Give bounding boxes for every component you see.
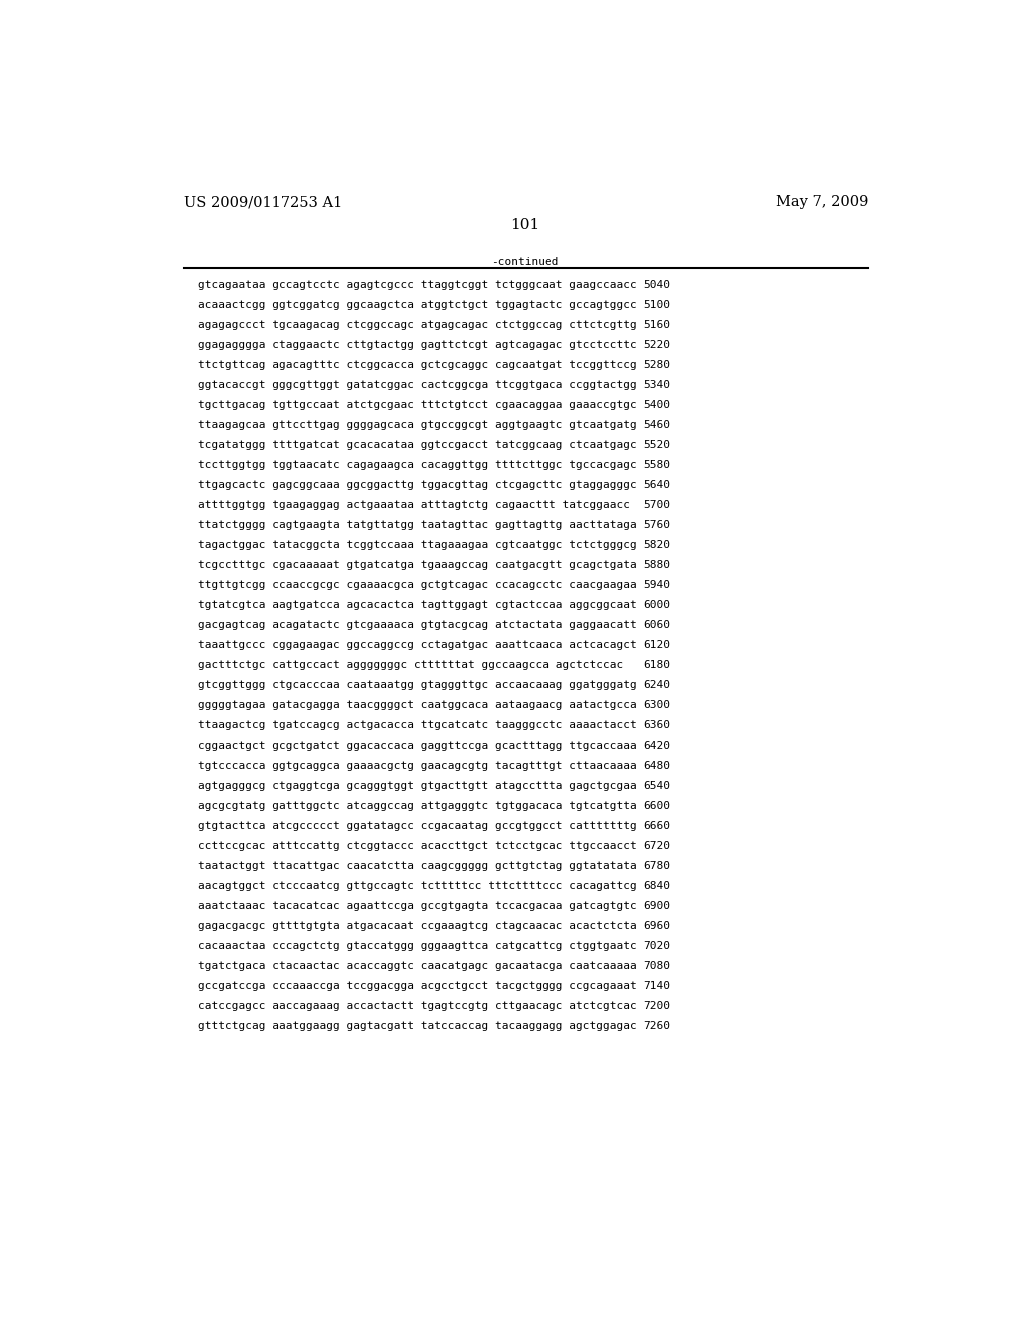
Text: catccgagcc aaccagaaag accactactt tgagtccgtg cttgaacagc atctcgtcac: catccgagcc aaccagaaag accactactt tgagtcc… — [198, 1001, 637, 1011]
Text: cacaaactaa cccagctctg gtaccatggg gggaagttca catgcattcg ctggtgaatc: cacaaactaa cccagctctg gtaccatggg gggaagt… — [198, 941, 637, 950]
Text: 6120: 6120 — [643, 640, 671, 651]
Text: tgatctgaca ctacaactac acaccaggtc caacatgagc gacaatacga caatcaaaaa: tgatctgaca ctacaactac acaccaggtc caacatg… — [198, 961, 637, 970]
Text: ggtacaccgt gggcgttggt gatatcggac cactcggcga ttcggtgaca ccggtactgg: ggtacaccgt gggcgttggt gatatcggac cactcgg… — [198, 380, 637, 391]
Text: 6300: 6300 — [643, 701, 671, 710]
Text: 6420: 6420 — [643, 741, 671, 751]
Text: 7080: 7080 — [643, 961, 671, 970]
Text: 5340: 5340 — [643, 380, 671, 391]
Text: gtcagaataa gccagtcctc agagtcgccc ttaggtcggt tctgggcaat gaagccaacc: gtcagaataa gccagtcctc agagtcgccc ttaggtc… — [198, 280, 637, 290]
Text: gtttctgcag aaatggaagg gagtacgatt tatccaccag tacaaggagg agctggagac: gtttctgcag aaatggaagg gagtacgatt tatccac… — [198, 1020, 637, 1031]
Text: tgtcccacca ggtgcaggca gaaaacgctg gaacagcgtg tacagtttgt cttaacaaaa: tgtcccacca ggtgcaggca gaaaacgctg gaacagc… — [198, 760, 637, 771]
Text: gggggtagaa gatacgagga taacggggct caatggcaca aataagaacg aatactgcca: gggggtagaa gatacgagga taacggggct caatggc… — [198, 701, 637, 710]
Text: 5280: 5280 — [643, 360, 671, 370]
Text: agtgagggcg ctgaggtcga gcagggtggt gtgacttgtt atagccttta gagctgcgaa: agtgagggcg ctgaggtcga gcagggtggt gtgactt… — [198, 780, 637, 791]
Text: acaaactcgg ggtcggatcg ggcaagctca atggtctgct tggagtactc gccagtggcc: acaaactcgg ggtcggatcg ggcaagctca atggtct… — [198, 300, 637, 310]
Text: 5160: 5160 — [643, 321, 671, 330]
Text: gtcggttggg ctgcacccaa caataaatgg gtagggttgc accaacaaag ggatgggatg: gtcggttggg ctgcacccaa caataaatgg gtagggt… — [198, 681, 637, 690]
Text: gactttctgc cattgccact agggggggc cttttttat ggccaagcca agctctccac: gactttctgc cattgccact agggggggc ctttttta… — [198, 660, 623, 671]
Text: 5580: 5580 — [643, 461, 671, 470]
Text: 6360: 6360 — [643, 721, 671, 730]
Text: May 7, 2009: May 7, 2009 — [776, 195, 868, 210]
Text: gacgagtcag acagatactc gtcgaaaaca gtgtacgcag atctactata gaggaacatt: gacgagtcag acagatactc gtcgaaaaca gtgtacg… — [198, 620, 637, 631]
Text: 6540: 6540 — [643, 780, 671, 791]
Text: 5040: 5040 — [643, 280, 671, 290]
Text: 5820: 5820 — [643, 540, 671, 550]
Text: 5520: 5520 — [643, 441, 671, 450]
Text: 5700: 5700 — [643, 500, 671, 511]
Text: 6660: 6660 — [643, 821, 671, 830]
Text: 6480: 6480 — [643, 760, 671, 771]
Text: 5760: 5760 — [643, 520, 671, 531]
Text: 6900: 6900 — [643, 900, 671, 911]
Text: 6960: 6960 — [643, 921, 671, 931]
Text: 6000: 6000 — [643, 601, 671, 610]
Text: tagactggac tatacggcta tcggtccaaa ttagaaagaa cgtcaatggc tctctgggcg: tagactggac tatacggcta tcggtccaaa ttagaaa… — [198, 540, 637, 550]
Text: 5400: 5400 — [643, 400, 671, 411]
Text: tgcttgacag tgttgccaat atctgcgaac tttctgtcct cgaacaggaa gaaaccgtgc: tgcttgacag tgttgccaat atctgcgaac tttctgt… — [198, 400, 637, 411]
Text: 6060: 6060 — [643, 620, 671, 631]
Text: tcgcctttgc cgacaaaaat gtgatcatga tgaaagccag caatgacgtt gcagctgata: tcgcctttgc cgacaaaaat gtgatcatga tgaaagc… — [198, 561, 637, 570]
Text: ccttccgcac atttccattg ctcggtaccc acaccttgct tctcctgcac ttgccaacct: ccttccgcac atttccattg ctcggtaccc acacctt… — [198, 841, 637, 850]
Text: tgtatcgtca aagtgatcca agcacactca tagttggagt cgtactccaa aggcggcaat: tgtatcgtca aagtgatcca agcacactca tagttgg… — [198, 601, 637, 610]
Text: -continued: -continued — [492, 257, 558, 267]
Text: taaattgccc cggagaagac ggccaggccg cctagatgac aaattcaaca actcacagct: taaattgccc cggagaagac ggccaggccg cctagat… — [198, 640, 637, 651]
Text: ggagagggga ctaggaactc cttgtactgg gagttctcgt agtcagagac gtcctccttc: ggagagggga ctaggaactc cttgtactgg gagttct… — [198, 341, 637, 350]
Text: 101: 101 — [510, 218, 540, 232]
Text: ttctgttcag agacagtttc ctcggcacca gctcgcaggc cagcaatgat tccggttccg: ttctgttcag agacagtttc ctcggcacca gctcgca… — [198, 360, 637, 370]
Text: agcgcgtatg gatttggctc atcaggccag attgagggtc tgtggacaca tgtcatgtta: agcgcgtatg gatttggctc atcaggccag attgagg… — [198, 800, 637, 810]
Text: attttggtgg tgaagaggag actgaaataa atttagtctg cagaacttt tatcggaacc: attttggtgg tgaagaggag actgaaataa atttagt… — [198, 500, 630, 511]
Text: aacagtggct ctcccaatcg gttgccagtc tctttttcc tttcttttccc cacagattcg: aacagtggct ctcccaatcg gttgccagtc tcttttt… — [198, 880, 637, 891]
Text: 5100: 5100 — [643, 300, 671, 310]
Text: 5880: 5880 — [643, 561, 671, 570]
Text: tccttggtgg tggtaacatc cagagaagca cacaggttgg ttttcttggc tgccacgagc: tccttggtgg tggtaacatc cagagaagca cacaggt… — [198, 461, 637, 470]
Text: cggaactgct gcgctgatct ggacaccaca gaggttccga gcactttagg ttgcaccaaa: cggaactgct gcgctgatct ggacaccaca gaggttc… — [198, 741, 637, 751]
Text: ttatctgggg cagtgaagta tatgttatgg taatagttac gagttagttg aacttataga: ttatctgggg cagtgaagta tatgttatgg taatagt… — [198, 520, 637, 531]
Text: 7200: 7200 — [643, 1001, 671, 1011]
Text: 7140: 7140 — [643, 981, 671, 991]
Text: 6780: 6780 — [643, 861, 671, 871]
Text: 6720: 6720 — [643, 841, 671, 850]
Text: 7260: 7260 — [643, 1020, 671, 1031]
Text: 5460: 5460 — [643, 420, 671, 430]
Text: 7020: 7020 — [643, 941, 671, 950]
Text: 5940: 5940 — [643, 581, 671, 590]
Text: ttaagagcaa gttccttgag ggggagcaca gtgccggcgt aggtgaagtc gtcaatgatg: ttaagagcaa gttccttgag ggggagcaca gtgccgg… — [198, 420, 637, 430]
Text: tcgatatggg ttttgatcat gcacacataa ggtccgacct tatcggcaag ctcaatgagc: tcgatatggg ttttgatcat gcacacataa ggtccga… — [198, 441, 637, 450]
Text: US 2009/0117253 A1: US 2009/0117253 A1 — [183, 195, 342, 210]
Text: gccgatccga cccaaaccga tccggacgga acgcctgcct tacgctgggg ccgcagaaat: gccgatccga cccaaaccga tccggacgga acgcctg… — [198, 981, 637, 991]
Text: 6240: 6240 — [643, 681, 671, 690]
Text: 6180: 6180 — [643, 660, 671, 671]
Text: ttaagactcg tgatccagcg actgacacca ttgcatcatc taagggcctc aaaactacct: ttaagactcg tgatccagcg actgacacca ttgcatc… — [198, 721, 637, 730]
Text: aaatctaaac tacacatcac agaattccga gccgtgagta tccacgacaa gatcagtgtc: aaatctaaac tacacatcac agaattccga gccgtga… — [198, 900, 637, 911]
Text: 6600: 6600 — [643, 800, 671, 810]
Text: taatactggt ttacattgac caacatctta caagcggggg gcttgtctag ggtatatata: taatactggt ttacattgac caacatctta caagcgg… — [198, 861, 637, 871]
Text: ttgagcactc gagcggcaaa ggcggacttg tggacgttag ctcgagcttc gtaggagggc: ttgagcactc gagcggcaaa ggcggacttg tggacgt… — [198, 480, 637, 490]
Text: gagacgacgc gttttgtgta atgacacaat ccgaaagtcg ctagcaacac acactctcta: gagacgacgc gttttgtgta atgacacaat ccgaaag… — [198, 921, 637, 931]
Text: 5640: 5640 — [643, 480, 671, 490]
Text: 5220: 5220 — [643, 341, 671, 350]
Text: ttgttgtcgg ccaaccgcgc cgaaaacgca gctgtcagac ccacagcctc caacgaagaa: ttgttgtcgg ccaaccgcgc cgaaaacgca gctgtca… — [198, 581, 637, 590]
Text: 6840: 6840 — [643, 880, 671, 891]
Text: gtgtacttca atcgccccct ggatatagcc ccgacaatag gccgtggcct catttttttg: gtgtacttca atcgccccct ggatatagcc ccgacaa… — [198, 821, 637, 830]
Text: agagagccct tgcaagacag ctcggccagc atgagcagac ctctggccag cttctcgttg: agagagccct tgcaagacag ctcggccagc atgagca… — [198, 321, 637, 330]
